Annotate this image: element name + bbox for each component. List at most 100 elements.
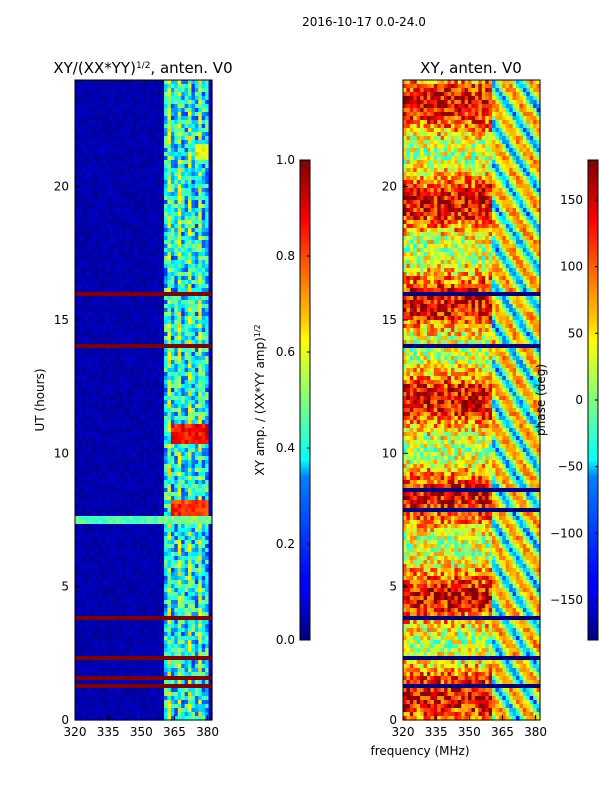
amplitude-cell [181, 476, 186, 481]
amplitude-cell [184, 188, 189, 193]
amplitude-cell [160, 224, 165, 229]
amplitude-cell [102, 348, 107, 353]
amplitude-cell [81, 316, 86, 321]
amplitude-cell [143, 208, 148, 213]
amplitude-cell [116, 272, 121, 277]
amplitude-cell [146, 212, 151, 217]
amplitude-cell [181, 212, 186, 217]
amplitude-cell [102, 152, 107, 157]
amplitude-cell [164, 376, 169, 381]
amplitude-cell [98, 452, 103, 457]
amplitude-cell [146, 516, 151, 521]
amplitude-cell [153, 276, 158, 281]
amplitude-cell [170, 448, 175, 453]
amplitude-cell [112, 440, 117, 445]
amplitude-cell [160, 120, 165, 125]
amplitude-cell [208, 508, 213, 513]
amplitude-cell [188, 296, 193, 301]
amplitude-cell [153, 368, 158, 373]
amplitude-cell [95, 440, 100, 445]
amplitude-cell [85, 160, 90, 165]
amplitude-cell [208, 148, 213, 153]
amplitude-cell [95, 120, 100, 125]
amplitude-cell [102, 304, 107, 309]
amplitude-cell [112, 256, 117, 261]
amplitude-cell [129, 208, 134, 213]
amplitude-cell [136, 284, 141, 289]
amplitude-cell [146, 304, 151, 309]
amplitude-cell [170, 376, 175, 381]
amplitude-cell [112, 452, 117, 457]
amplitude-cell [78, 504, 83, 509]
amplitude-cell [184, 484, 189, 489]
amplitude-cell [160, 340, 165, 345]
amplitude-cell [98, 188, 103, 193]
amplitude-cell [160, 92, 165, 97]
amplitude-cell [177, 100, 182, 105]
amplitude-cell [129, 264, 134, 269]
amplitude-cell [208, 104, 213, 109]
amplitude-cell [98, 280, 103, 285]
amplitude-cell [153, 332, 158, 337]
amplitude-cell [95, 348, 100, 353]
amplitude-cell [164, 568, 169, 573]
amplitude-cell [133, 348, 138, 353]
amplitude-cell [126, 184, 131, 189]
amplitude-cell [164, 316, 169, 321]
amplitude-cell [153, 120, 158, 125]
amplitude-cell [160, 472, 165, 477]
amplitude-cell [157, 112, 162, 117]
amplitude-cell [194, 452, 199, 457]
amplitude-cell [122, 204, 127, 209]
amplitude-cell [102, 372, 107, 377]
amplitude-cell [116, 456, 121, 461]
amplitude-cell [174, 468, 179, 473]
amplitude-cell [170, 456, 175, 461]
amplitude-cell [191, 368, 196, 373]
amplitude-cell [85, 576, 90, 581]
amplitude-cell [164, 348, 169, 353]
amplitude-cell [201, 212, 206, 217]
amplitude-cell [160, 192, 165, 197]
amplitude-cell [92, 176, 97, 181]
amplitude-cell [112, 132, 117, 137]
amplitude-cell [177, 388, 182, 393]
amplitude-cell [184, 492, 189, 497]
amplitude-cell [208, 292, 213, 297]
amplitude-cell [194, 88, 199, 93]
amplitude-cell [153, 500, 158, 505]
amplitude-cell [181, 304, 186, 309]
amplitude-cell [95, 332, 100, 337]
amplitude-cell [191, 316, 196, 321]
amplitude-cell [164, 264, 169, 269]
amplitude-cell [102, 416, 107, 421]
amplitude-cell [88, 460, 93, 465]
amplitude-cell [75, 448, 80, 453]
amplitude-cell [112, 576, 117, 581]
amplitude-cell [164, 404, 169, 409]
amplitude-cell [150, 452, 155, 457]
amplitude-cell [143, 516, 148, 521]
amplitude-cell [122, 372, 127, 377]
amplitude-cell [81, 456, 86, 461]
amplitude-cell [150, 388, 155, 393]
amplitude-cell [136, 432, 141, 437]
amplitude-cell [88, 384, 93, 389]
amplitude-cell [181, 400, 186, 405]
amplitude-cell [191, 92, 196, 97]
amplitude-cell [88, 144, 93, 149]
amplitude-cell [208, 256, 213, 261]
amplitude-cell [208, 92, 213, 97]
amplitude-cell [105, 540, 110, 545]
amplitude-cell [191, 468, 196, 473]
amplitude-cell [184, 244, 189, 249]
amplitude-cell [184, 384, 189, 389]
amplitude-cell [75, 368, 80, 373]
amplitude-cell [143, 436, 148, 441]
amplitude-cell [150, 540, 155, 545]
amplitude-cell [116, 544, 121, 549]
amplitude-cell [92, 420, 97, 425]
amplitude-cell [160, 440, 165, 445]
amplitude-cell [85, 572, 90, 577]
amplitude-cell [133, 328, 138, 333]
